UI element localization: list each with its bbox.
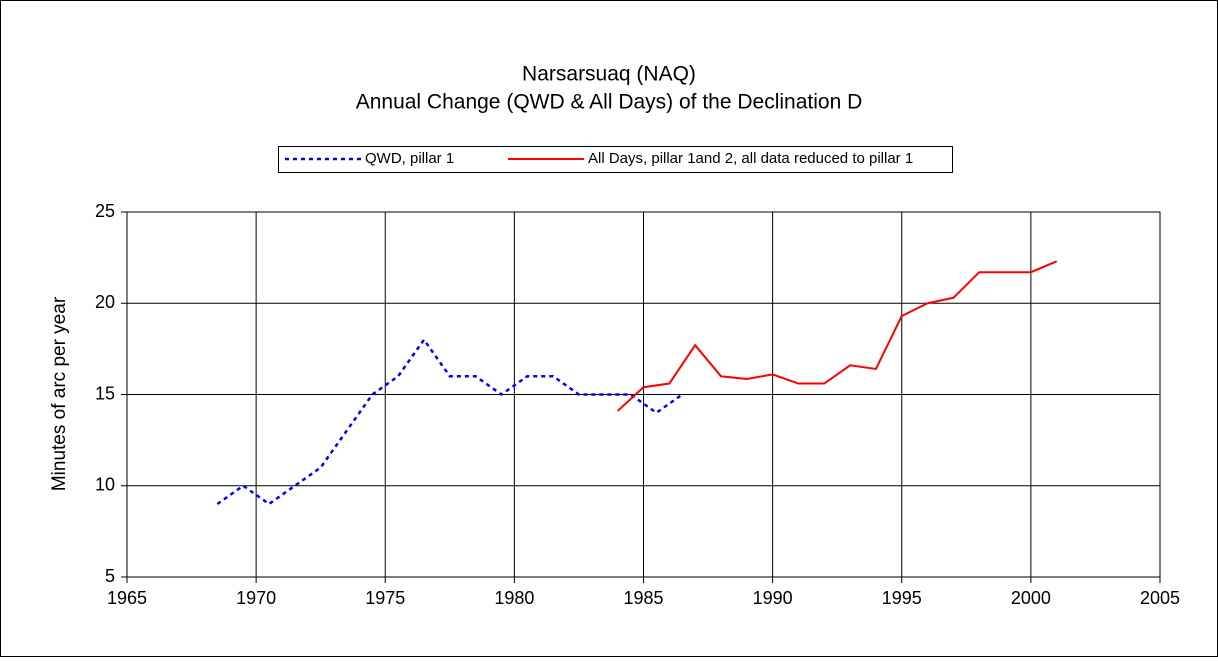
x-tick-label: 2005 <box>1140 588 1180 608</box>
data-line <box>616 260 1058 412</box>
x-tick-label: 1970 <box>236 588 276 608</box>
legend-box <box>278 146 953 173</box>
y-axis-label: Minutes of arc per year <box>49 296 70 491</box>
y-tick-label: 25 <box>95 201 115 221</box>
y-tick-label: 5 <box>105 566 115 586</box>
legend-label: QWD, pillar 1 <box>365 150 454 167</box>
x-tick-label: 1985 <box>623 588 663 608</box>
x-tick-label: 1965 <box>107 588 147 608</box>
x-tick-label: 1995 <box>882 588 922 608</box>
chart-subtitle: Annual Change (QWD & All Days) of the De… <box>356 91 863 114</box>
x-tick-label: 2000 <box>1011 588 1051 608</box>
y-tick-label: 15 <box>95 383 115 403</box>
data-line <box>216 337 683 506</box>
y-tick-label: 10 <box>95 475 115 495</box>
x-tick-label: 1980 <box>494 588 534 608</box>
y-tick-label: 20 <box>95 292 115 312</box>
x-tick-label: 1990 <box>753 588 793 608</box>
chart-title: Narsarsuaq (NAQ) <box>522 63 696 86</box>
legend-label: All Days, pillar 1and 2, all data reduce… <box>588 150 913 167</box>
x-tick-label: 1975 <box>365 588 405 608</box>
